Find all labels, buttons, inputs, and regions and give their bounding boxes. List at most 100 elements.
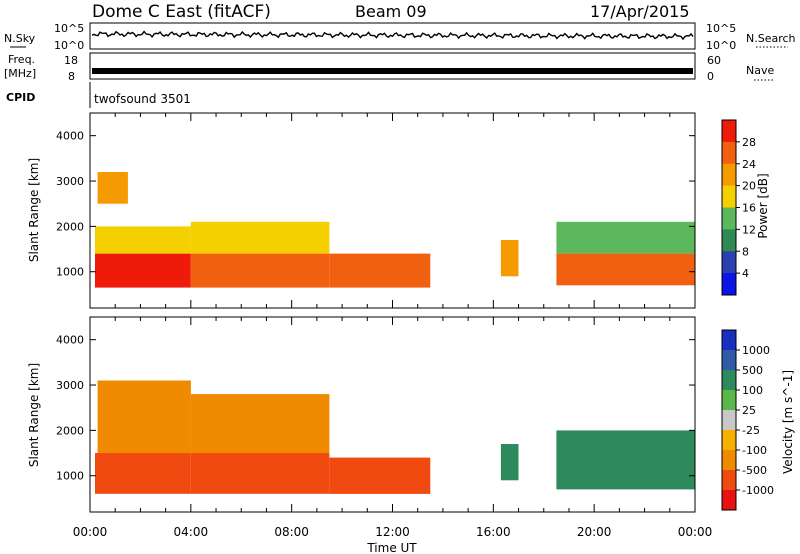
velocity-colorbar-label-4: -25 [742,424,760,437]
time-axis-label: Time UT [366,541,417,554]
nsky-tick-top: 10^5 [54,22,84,35]
velocity-ytick-label-3: 4000 [56,334,84,347]
time-tick-label-6: 00:00 [678,525,713,539]
power-colorbar-label-3: 16 [742,202,756,215]
power-colorbar-label: Power [dB] [756,173,770,238]
power-colorbar-swatch-4 [722,207,736,230]
nsky-panel: N.Sky 10^5 10^0 10^5 10^0 N.Search [4,22,796,52]
power-block-8 [556,221,695,254]
power-colorbar-swatch-5 [722,229,736,252]
freq-label: Freq. [8,53,35,66]
freq-tick-bottom: 8 [68,70,75,83]
time-tick-label-0: 00:00 [73,525,108,539]
power-y-axis: 1000 2000 3000 4000 [56,130,695,279]
velocity-colorbar-label-5: -100 [742,444,767,457]
cpid-label: CPID [6,91,35,104]
power-colorbar-label-1: 8 [742,245,749,258]
nave-tick-bottom: 0 [707,70,714,83]
power-ytick-label-3: 4000 [56,130,84,143]
power-block-1 [95,226,191,254]
power-block-2 [97,172,128,204]
power-colorbar-swatch-6 [722,251,736,274]
power-block-3 [190,253,330,288]
power-colorbar-label-2: 12 [742,223,756,236]
power-colorbar-swatch-2 [722,163,736,187]
freq-trace [92,68,693,74]
velocity-colorbar-frame [721,329,737,511]
nave-label: Nave [746,64,774,77]
velocity-colorbar-swatch-7 [722,470,736,491]
velocity-block-6 [556,430,695,490]
freq-panel: Freq. [MHz] 18 8 60 0 Nave [4,52,774,83]
time-axis: 00:00 04:00 08:00 12:00 16:00 20:00 00:00 [73,525,713,539]
velocity-colorbar-label-1: 500 [742,364,763,377]
time-tick-label-2: 08:00 [274,525,309,539]
station-title: Dome C East (fitACF) [92,2,271,22]
power-x-ticks [89,113,696,308]
velocity-block-4 [329,457,431,494]
power-block-0 [95,253,191,288]
velocity-colorbar-swatch-0 [722,330,736,351]
velocity-block-0 [95,453,191,494]
power-colorbar-label-5: 24 [742,158,756,171]
velocity-colorbar-label-3: 25 [742,404,756,417]
velocity-colorbar-label-6: -500 [742,464,767,477]
nave-tick-top: 60 [707,54,721,67]
power-colorbar-swatch-3 [722,185,736,208]
power-panel: 1000 2000 3000 4000 Slant Range [km] 4 8 12 16… [27,112,770,309]
nsearch-tick-bottom: 10^0 [706,39,736,52]
time-tick-label-4: 16:00 [476,525,511,539]
date-title: 17/Apr/2015 [590,2,690,21]
power-colorbar-label-0: 4 [742,267,749,280]
velocity-block-2 [190,453,330,494]
time-tick-label-5: 20:00 [577,525,612,539]
time-tick-label-3: 12:00 [375,525,410,539]
nsky-trace [91,30,694,41]
velocity-colorbar-swatch-8 [722,490,736,511]
velocity-y-axis: 1000 2000 3000 4000 [56,334,695,483]
cpid-value: twofsound 3501 [94,92,191,106]
velocity-colorbar-swatch-4 [722,410,736,431]
velocity-colorbar-label-7: -1000 [742,484,774,497]
power-data [95,172,695,288]
velocity-colorbar-label-2: 100 [742,384,763,397]
nsky-tick-bottom: 10^0 [54,39,84,52]
velocity-block-1 [97,380,191,454]
power-colorbar-label-6: 28 [742,136,756,149]
velocity-colorbar-swatch-2 [722,370,736,391]
power-colorbar-swatch-7 [722,273,736,296]
velocity-ytick-label-1: 2000 [56,424,84,437]
power-colorbar-label-4: 20 [742,180,756,193]
power-ytick-label-2: 3000 [56,175,84,188]
power-colorbar-swatch-0 [722,120,736,143]
velocity-panel: 1000 2000 3000 4000 Slant Range [km] 1000 50… [27,316,795,513]
velocity-x-ticks [89,317,696,512]
velocity-data [95,380,695,494]
power-colorbar-swatch-1 [722,141,736,165]
velocity-ylabel: Slant Range [km] [27,363,41,467]
power-ylabel: Slant Range [km] [27,158,41,262]
power-colorbar: 4 8 12 16 20 24 28 [721,119,756,296]
velocity-colorbar-label-0: 1000 [742,344,770,357]
power-ytick-label-1: 2000 [56,220,84,233]
power-block-6 [500,240,519,277]
nsearch-tick-top: 10^5 [706,22,736,35]
velocity-colorbar-swatch-5 [722,430,736,451]
freq-tick-top: 18 [64,54,78,67]
velocity-ytick-label-2: 3000 [56,379,84,392]
velocity-block-3 [190,394,330,454]
velocity-colorbar-label: Velocity [m s^-1] [781,370,795,474]
time-tick-label-1: 04:00 [174,525,209,539]
velocity-colorbar-swatch-6 [722,450,736,471]
power-block-7 [556,253,695,286]
nsky-label: N.Sky [4,32,36,45]
nsearch-label: N.Search [746,32,796,45]
velocity-colorbar-swatch-3 [722,390,736,411]
velocity-colorbar: 1000 500 100 25 -25 -100 -500 -1000 [721,329,774,511]
velocity-ytick-label-0: 1000 [56,470,84,483]
power-ytick-label-0: 1000 [56,266,84,279]
velocity-block-5 [500,444,519,481]
freq-unit: [MHz] [4,67,36,80]
velocity-colorbar-swatch-1 [722,350,736,371]
